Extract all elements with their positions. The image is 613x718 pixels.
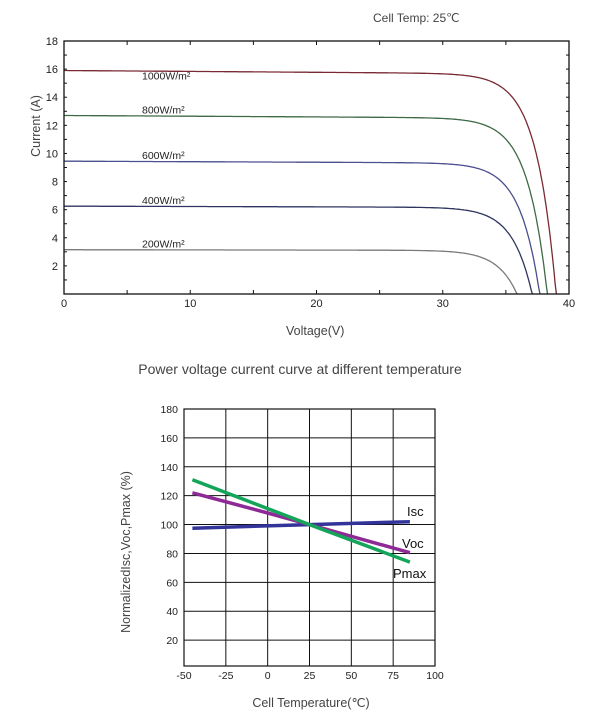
plot-frame [63,40,570,295]
series-line-voc [191,491,411,555]
series-line-pmax [191,478,411,564]
y-tick-label: 18 [46,36,58,48]
series-label: 600W/m² [142,150,185,162]
x-axis-label: Cell Temperature(℃) [252,696,369,710]
x-tick-label: 10 [184,298,196,310]
x-tick-label: 0 [265,670,271,682]
y-tick-label: 10 [46,148,58,160]
y-tick-label: 16 [46,64,58,76]
x-tick-label: -50 [176,670,191,682]
iv-curve-chart: 1000W/m² 800W/m² 600W/m² 400W/m² 200W/m² 0 10 2… [29,36,575,338]
y-tick-label: 140 [160,462,178,474]
series-label: 1000W/m² [142,71,191,83]
iv-curve-2 [64,160,541,295]
iv-curve-3 [64,205,534,295]
y-tick-label: 100 [160,520,178,532]
y-tick-label: 80 [166,548,178,560]
y-tick-label: 40 [166,606,178,618]
series-label: 800W/m² [142,104,185,116]
x-tick-label: 0 [61,298,67,310]
y-tick-label: 180 [160,404,178,416]
series-label: 400W/m² [142,195,185,207]
y-axis-label: NormalizedIsc,Voc,Pmax (%) [119,471,133,633]
y-tick-label: 4 [52,233,58,245]
x-tick-label: 100 [426,670,444,682]
plot-frame [183,408,436,667]
y-tick-label: 8 [52,177,58,189]
y-tick-label: 120 [160,491,178,503]
x-tick-label: 25 [304,670,316,682]
y-tick-label: 14 [46,92,58,104]
series-label: 200W/m² [142,239,185,251]
series-label-pmax: Pmax [393,566,427,581]
x-tick-label: 30 [437,298,449,310]
iv-curve-0 [64,69,558,295]
y-tick-label: 160 [160,433,178,445]
y-tick-label: 12 [46,120,58,132]
temperature-chart: -50 -25 0 25 50 75 100 20 40 60 80 100 120 140 160 180 I… [119,404,444,710]
x-axis-label: Voltage(V) [286,324,344,338]
iv-curve-4 [64,249,518,295]
series-label-voc: Voc [402,536,424,551]
temp-chart-title: Power voltage current curve at different… [138,361,462,377]
cell-temp-annotation: Cell Temp: 25℃ [373,11,460,25]
y-tick-label: 20 [166,635,178,647]
y-axis-label: Current (A) [29,95,43,157]
x-tick-label: 75 [387,670,399,682]
x-tick-label: 20 [310,298,322,310]
iv-curve-1 [64,114,549,295]
y-tick-label: 6 [52,205,58,217]
x-tick-label: 40 [563,298,575,310]
y-tick-label: 60 [166,577,178,589]
y-tick-label: 2 [52,261,58,273]
x-tick-label: 50 [345,670,357,682]
series-label-isc: Isc [407,504,424,519]
x-tick-label: -25 [218,670,233,682]
